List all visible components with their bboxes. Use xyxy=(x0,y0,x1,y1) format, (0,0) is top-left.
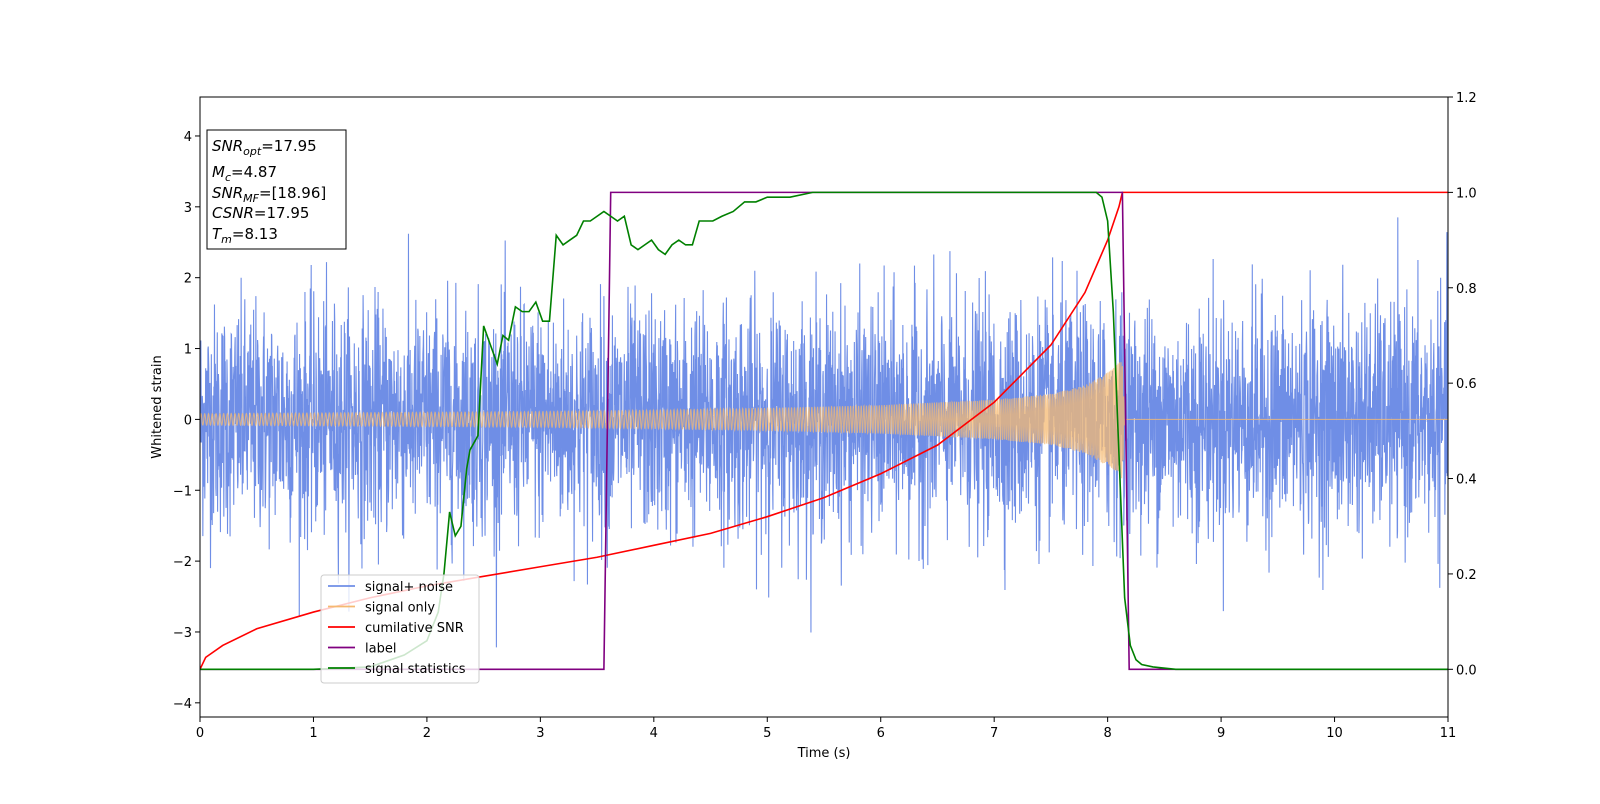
x-tick-label: 5 xyxy=(763,726,771,741)
y-right-tick-label: 0.6 xyxy=(1456,377,1477,392)
y-left-tick-label: −2 xyxy=(173,555,192,570)
stat-line: SNRopt=17.95 xyxy=(212,137,317,158)
series-cumilative-snr xyxy=(200,191,1448,670)
x-tick-label: 8 xyxy=(1103,726,1111,741)
y-left-tick-label: −4 xyxy=(173,697,192,712)
y-axis-right: 0.0 0.2 0.4 0.6 0.8 1.0 1.2 xyxy=(1448,91,1477,678)
y-right-tick-label: 0.0 xyxy=(1456,663,1477,678)
x-axis-title: Time (s) xyxy=(797,746,851,761)
stat-line: Mc=4.87 xyxy=(212,163,277,184)
legend-label: label xyxy=(365,642,396,657)
y-left-tick-label: −3 xyxy=(173,626,192,641)
legend-label: cumilative SNR xyxy=(365,621,464,636)
stats-annotation-box: SNRopt=17.95 Mc=4.87SNRMF=[18.96]CSNR=17.… xyxy=(206,129,347,250)
x-tick-label: 3 xyxy=(536,726,544,741)
y-left-tick-label: 3 xyxy=(184,201,192,216)
y-axis-left: −4 −3 −2 −1 0 1 2 3 4 xyxy=(173,130,200,712)
y-left-tick-label: 2 xyxy=(184,272,192,287)
x-tick-label: 4 xyxy=(650,726,658,741)
stat-line: SNRMF=[18.96] xyxy=(212,184,326,205)
series-signal-statistics xyxy=(200,191,1448,671)
legend-label: signal statistics xyxy=(365,662,466,677)
stat-line: CSNR=17.95 xyxy=(212,204,309,222)
y-right-tick-label: 1.2 xyxy=(1456,91,1477,106)
x-tick-label: 11 xyxy=(1440,726,1457,741)
signal-only-line xyxy=(200,362,1448,479)
x-tick-label: 7 xyxy=(990,726,998,741)
y-right-tick-label: 0.8 xyxy=(1456,282,1477,297)
x-tick-label: 0 xyxy=(196,726,204,741)
y-left-tick-label: 4 xyxy=(184,130,192,145)
y-right-tick-label: 0.2 xyxy=(1456,568,1477,583)
x-tick-label: 6 xyxy=(877,726,885,741)
x-tick-label: 2 xyxy=(423,726,431,741)
x-tick-label: 9 xyxy=(1217,726,1225,741)
legend: signal+ noise signal only cumilative SNR la… xyxy=(320,574,480,684)
series-signal-only xyxy=(200,362,1448,479)
x-axis: 0 1 2 3 4 5 6 7 8 9 10 11 xyxy=(196,717,1456,741)
stat-line: Tm=8.13 xyxy=(212,225,278,246)
x-tick-label: 1 xyxy=(309,726,317,741)
legend-label: signal+ noise xyxy=(365,580,453,595)
legend-label: signal only xyxy=(365,601,435,616)
right-axis-series xyxy=(200,191,1448,671)
y-right-tick-label: 0.4 xyxy=(1456,473,1477,488)
y-left-tick-label: 1 xyxy=(184,343,192,358)
y-axis-title: Whitened strain xyxy=(150,355,165,458)
y-left-tick-label: −1 xyxy=(173,484,192,499)
y-left-tick-label: 0 xyxy=(184,413,192,428)
legend-frame xyxy=(320,574,480,684)
x-tick-label: 10 xyxy=(1326,726,1343,741)
plot-frame xyxy=(199,96,1449,718)
stats-box-frame xyxy=(206,129,347,250)
y-right-tick-label: 1.0 xyxy=(1456,186,1477,201)
